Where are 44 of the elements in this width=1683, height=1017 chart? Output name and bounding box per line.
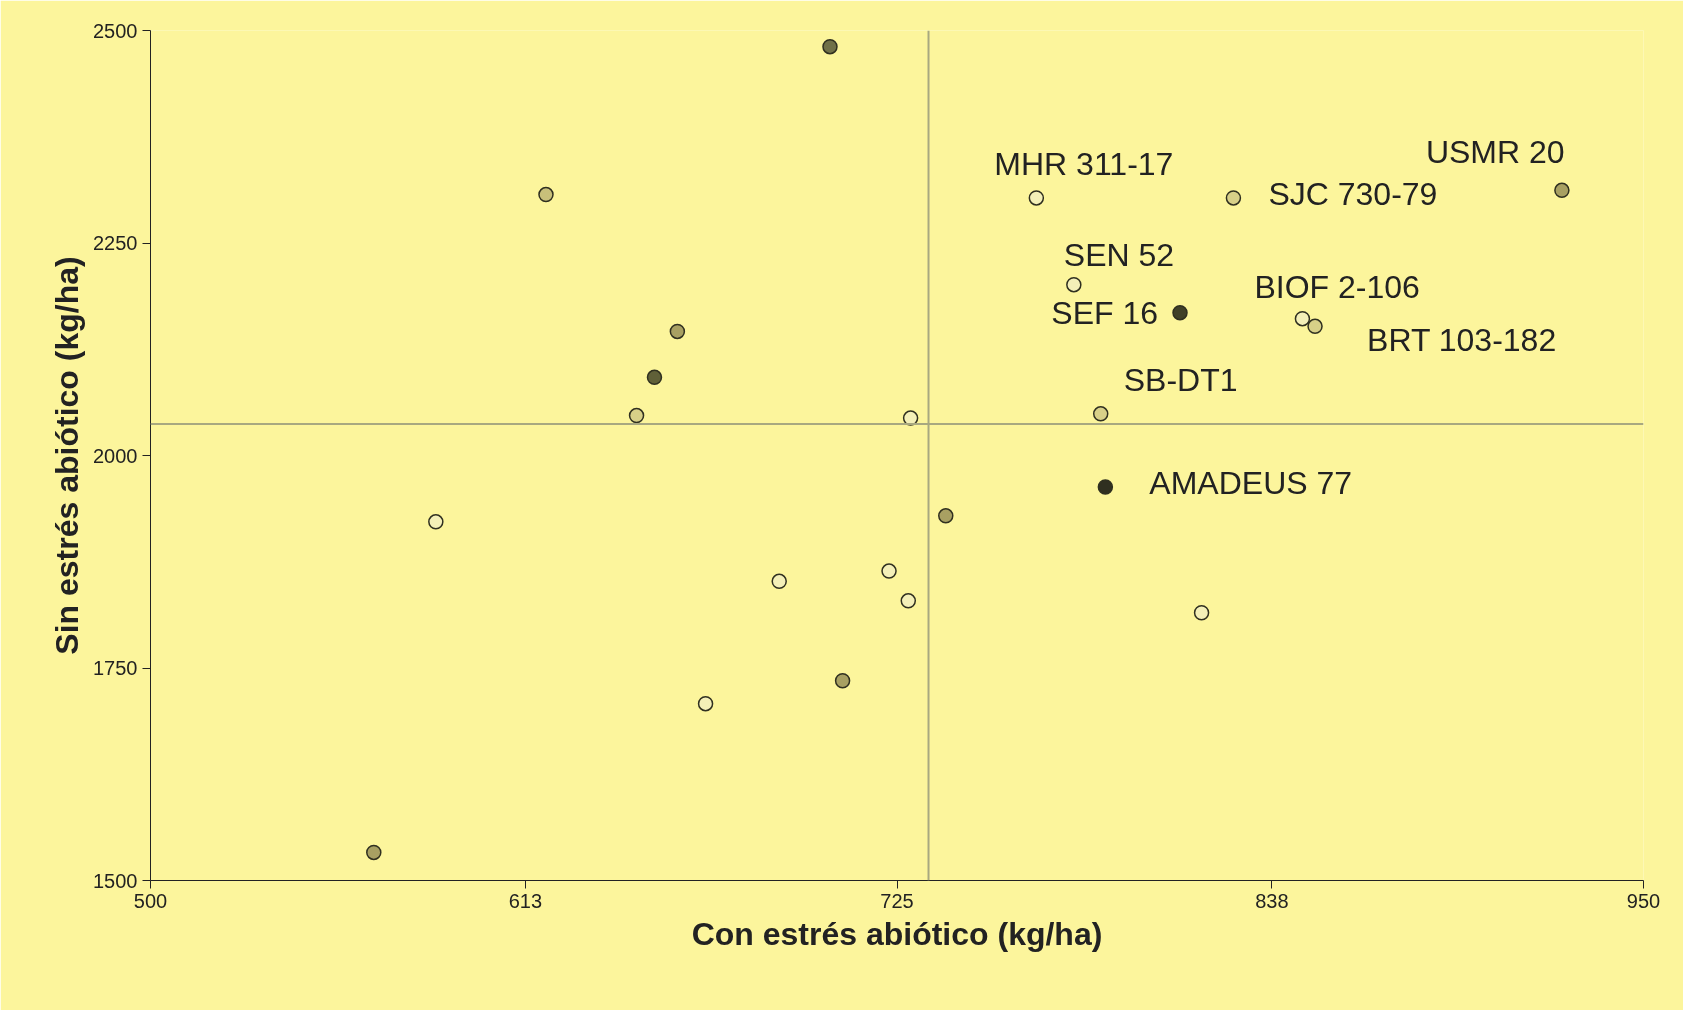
point [900,593,917,609]
annotation: SJC 730-79 [1268,175,1438,212]
point [1307,318,1323,335]
annotation: SEN 52 [1063,236,1175,273]
annotation: BRT 103-182 [1367,322,1557,359]
point [538,186,554,203]
y-tick-label: 2000 [93,444,138,467]
point [366,844,382,861]
point [822,38,838,55]
point [771,573,787,590]
point [628,407,645,424]
x-axis-title: Con estrés abiótico (kg/ha) [691,915,1103,952]
y-tick-label: 1750 [93,657,138,679]
y-tick-label: 2250 [93,232,138,254]
point [1092,406,1109,422]
x-tick-label: 838 [1255,889,1289,912]
point [646,369,663,386]
annotation: SB-DT1 [1123,361,1238,398]
x-tick-label: 613 [508,889,543,912]
y-tick-label: 2500 [93,19,138,42]
point [1172,304,1188,321]
x-tick-label: 500 [133,889,168,912]
point [1193,605,1210,621]
point [881,563,897,579]
y-tick-label: 1500 [93,869,138,892]
point [938,508,954,524]
point [1097,479,1114,495]
annotation: BIOF 2-106 [1254,268,1420,305]
point [697,695,714,712]
point [1066,276,1082,293]
x-tick-label: 725 [880,889,914,912]
point [1225,190,1242,206]
point [428,514,444,530]
annotation: SEF 16 [1051,294,1159,331]
point [1028,190,1045,206]
point [1554,182,1570,199]
y-axis-title: Sin estrés abiótico (kg/ha) [49,256,86,655]
point [669,323,686,340]
x-tick-label: 950 [1626,889,1661,912]
point [834,673,851,689]
annotation: USMR 20 [1425,134,1565,171]
annotation: MHR 311-17 [994,145,1174,182]
annotation: AMADEUS 77 [1149,464,1353,501]
point [1294,310,1311,327]
